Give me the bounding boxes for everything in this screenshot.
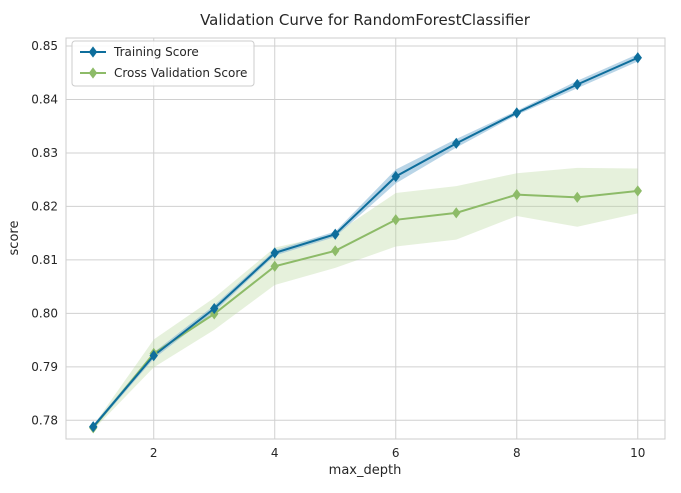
confidence-bands xyxy=(93,54,638,430)
series-line-cross-validation xyxy=(92,189,638,429)
legend-box xyxy=(71,40,255,87)
data-point-cross-validation xyxy=(391,214,400,226)
x-tick-label: 6 xyxy=(392,446,400,460)
y-tick-labels: 0.78 0.79 0.80 0.81 0.82 0.83 0.84 0.85 xyxy=(31,39,58,427)
y-tick-label: 0.78 xyxy=(31,413,58,427)
series-markers xyxy=(89,52,642,434)
legend-marker-cross-validation-icon xyxy=(88,67,98,79)
data-point-cross-validation xyxy=(331,245,340,257)
y-tick-label: 0.83 xyxy=(31,146,58,160)
data-point-training xyxy=(391,170,400,183)
plot-area xyxy=(65,37,666,440)
chart-title: Validation Curve for RandomForestClassif… xyxy=(200,11,531,29)
y-tick-label: 0.84 xyxy=(31,92,58,106)
x-tick-labels: 2 4 6 8 10 xyxy=(150,446,646,460)
y-axis-label: score xyxy=(7,221,22,256)
x-tick-label: 10 xyxy=(630,446,645,460)
data-point-training xyxy=(512,107,521,119)
data-point-training xyxy=(210,302,219,315)
y-tick-label: 0.79 xyxy=(31,360,58,374)
data-point-training xyxy=(149,349,158,362)
series-line-training xyxy=(92,56,639,428)
series-lines xyxy=(92,56,639,429)
data-point-training xyxy=(270,247,279,259)
data-point-training xyxy=(452,137,461,149)
y-tick-label: 0.81 xyxy=(31,253,58,267)
legend-label-training: Training Score xyxy=(113,45,199,59)
data-point-training xyxy=(573,78,582,91)
y-tick-label: 0.82 xyxy=(31,199,58,213)
data-point-cross-validation xyxy=(270,260,279,272)
legend-label-cross-validation: Cross Validation Score xyxy=(114,66,247,80)
x-tick-label: 2 xyxy=(150,446,158,460)
legend: Training Score Cross Validation Score xyxy=(71,40,255,87)
y-tick-label: 0.85 xyxy=(31,39,58,53)
confidence-band-cross-validation xyxy=(93,167,638,430)
data-point-cross-validation xyxy=(512,189,521,201)
data-point-cross-validation xyxy=(452,207,461,219)
data-point-training xyxy=(89,421,98,433)
data-point-cross-validation xyxy=(573,191,582,203)
data-point-training xyxy=(331,228,340,240)
data-point-training xyxy=(633,52,642,64)
x-tick-label: 4 xyxy=(271,446,279,460)
y-tick-label: 0.80 xyxy=(31,306,58,320)
x-tick-label: 8 xyxy=(513,446,521,460)
legend-marker-training-icon xyxy=(88,46,98,58)
data-point-cross-validation xyxy=(633,185,642,197)
x-axis-label: max_depth xyxy=(329,463,402,478)
